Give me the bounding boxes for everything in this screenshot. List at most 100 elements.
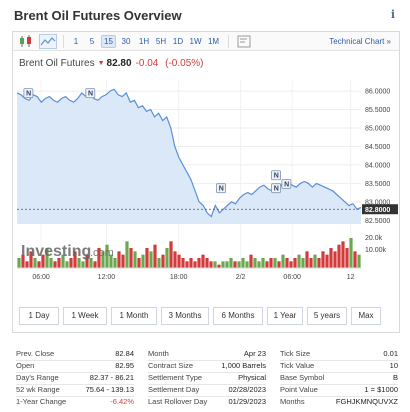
- volume-bar: [357, 254, 361, 268]
- volume-bar: [133, 251, 137, 268]
- news-marker[interactable]: N: [85, 88, 96, 99]
- volume-bar: [65, 261, 69, 268]
- timeframe-5[interactable]: 5: [89, 37, 95, 46]
- header: Brent Oil Futures Overview i: [0, 0, 410, 30]
- timeframe-1d[interactable]: 1D: [172, 37, 184, 46]
- volume-bar: [205, 258, 209, 268]
- volume-bar: [353, 251, 357, 268]
- technical-chart-link[interactable]: Technical Chart »: [329, 37, 391, 46]
- news-marker-label: N: [26, 91, 31, 98]
- timeframe-1[interactable]: 1: [73, 37, 79, 46]
- volume-bar: [113, 258, 117, 268]
- volume-bar: [81, 261, 85, 268]
- range-6-months[interactable]: 6 Months: [213, 307, 263, 325]
- info-icon[interactable]: i: [390, 8, 396, 21]
- area-chart-icon[interactable]: [39, 34, 57, 49]
- news-marker-box: [271, 170, 281, 181]
- volume-bar: [273, 258, 277, 268]
- range-1-day[interactable]: 1 Day: [19, 307, 59, 325]
- volume-bar: [253, 258, 257, 268]
- stat-prev-close: Prev. Close 82.84: [16, 349, 134, 358]
- volume-bar: [145, 248, 149, 268]
- news-marker[interactable]: N: [23, 88, 34, 99]
- volume-bar: [349, 238, 353, 268]
- stat-contract-size: Contract Size 1,000 Barrels: [148, 361, 266, 370]
- volume-bar: [149, 251, 153, 268]
- range-1-year[interactable]: 1 Year: [267, 307, 303, 325]
- timeframe-1m[interactable]: 1M: [207, 37, 220, 46]
- volume-bar: [209, 261, 213, 268]
- volume-bar: [333, 251, 337, 268]
- volume-bar: [17, 258, 21, 268]
- volume-bar: [49, 258, 53, 268]
- news-marker[interactable]: N: [281, 178, 292, 189]
- range-5-years[interactable]: 5 years: [307, 307, 347, 325]
- stat-base-symbol: Base Symbol B: [280, 373, 398, 382]
- volume-bar: [153, 244, 157, 268]
- volume-bar: [169, 241, 173, 268]
- volume-bar: [93, 261, 97, 268]
- draw-tool-icon[interactable]: [235, 34, 253, 49]
- volume-bar: [41, 254, 45, 268]
- volume-bar: [89, 258, 93, 268]
- volume-bar: [265, 261, 269, 268]
- volume-bar: [277, 261, 281, 268]
- volume-bar: [129, 248, 133, 268]
- volume-bar: [325, 254, 329, 268]
- volume-bar: [73, 251, 77, 268]
- volume-bar: [345, 248, 349, 268]
- news-marker-box: [271, 183, 281, 194]
- volume-bar: [189, 258, 193, 268]
- stat-tick-size: Tick Size 0.01: [280, 349, 398, 358]
- y-tick-label: 86.0000: [365, 89, 390, 96]
- last-price: 82.80: [106, 58, 132, 69]
- range-1-week[interactable]: 1 Week: [63, 307, 107, 325]
- x-tick-label: 12: [347, 274, 355, 281]
- volume-bar: [305, 251, 309, 268]
- volume-bar: [341, 241, 345, 268]
- price-change: -0.04: [135, 58, 159, 69]
- timeframe-30[interactable]: 30: [121, 37, 131, 46]
- volume-bar: [217, 264, 221, 268]
- timeframe-1w[interactable]: 1W: [189, 37, 202, 46]
- news-marker-label: N: [274, 173, 279, 180]
- volume-bar: [197, 258, 201, 268]
- volume-bar: [293, 258, 297, 268]
- volume-bar: [301, 258, 305, 268]
- y-tick-label: 85.5000: [365, 107, 390, 114]
- timeframe-5h[interactable]: 5H: [155, 37, 167, 46]
- candlestick-icon[interactable]: [17, 34, 35, 49]
- volume-tick-label: 20.0k: [365, 235, 383, 242]
- news-marker[interactable]: N: [216, 183, 226, 194]
- volume-bar: [233, 261, 237, 268]
- x-tick-label: 06:00: [283, 274, 301, 281]
- volume-bar: [241, 258, 245, 268]
- volume-bar: [245, 261, 249, 268]
- down-arrow-icon: ▼: [97, 60, 105, 67]
- volume-bar: [69, 258, 73, 268]
- stat-month: Month Apr 23: [148, 349, 266, 358]
- range-1-month[interactable]: 1 Month: [111, 307, 157, 325]
- range-3-months[interactable]: 3 Months: [161, 307, 209, 325]
- stat-settlement-type: Settlement Type Physical: [148, 373, 266, 382]
- news-marker-box: [216, 183, 226, 194]
- timeframe-1h[interactable]: 1H: [138, 37, 150, 46]
- range-max[interactable]: Max: [351, 307, 381, 325]
- volume-bar: [185, 261, 189, 268]
- news-marker[interactable]: N: [271, 183, 281, 194]
- chart-toolbar: 1 5 15 30 1H 5H 1D 1W 1M Technical Chart…: [13, 32, 399, 51]
- news-marker[interactable]: N: [271, 170, 281, 181]
- x-tick-label: 2/2: [236, 274, 246, 281]
- y-tick-label: 83.0000: [365, 199, 390, 206]
- timeframe-15[interactable]: 15: [101, 35, 116, 48]
- page-title: Brent Oil Futures Overview: [14, 8, 182, 23]
- y-tick-label: 83.5000: [365, 181, 390, 188]
- stat-point-value: Point Value 1 = $1000: [280, 385, 398, 394]
- volume-bar: [37, 261, 41, 268]
- price-chart[interactable]: 86.0000 85.5000 85.0000 84.5000 84.0000 83.50…: [13, 72, 399, 302]
- stat-52wk-range: 52 wk Range 75.64 - 139.13: [16, 385, 134, 394]
- volume-bar: [137, 258, 141, 268]
- stat-tick-value: Tick Value 10: [280, 361, 398, 370]
- volume-bar: [289, 261, 293, 268]
- volume-bar: [249, 254, 253, 268]
